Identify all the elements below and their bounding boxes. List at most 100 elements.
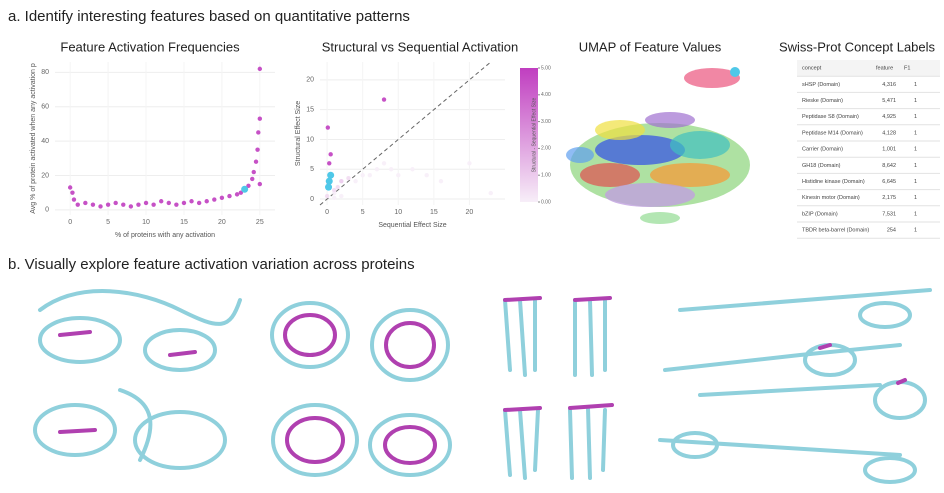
point (204, 199, 209, 204)
x-tick-label: 10 (394, 209, 402, 216)
point (396, 173, 401, 178)
x-tick-label: 25 (256, 219, 264, 226)
chart-title: Structural vs Sequential Activation (322, 39, 519, 54)
table-cell: 6,645 (882, 179, 896, 185)
colorbar-tick-label: 1.00 (541, 173, 551, 179)
point (75, 202, 80, 207)
table-cell: 254 (887, 228, 896, 234)
point (219, 195, 225, 201)
point (327, 161, 332, 166)
table-cell: 4,925 (882, 114, 896, 120)
table-cell: sHSP (Domain) (802, 82, 840, 88)
x-axis-label: Sequential Effect Size (378, 222, 446, 229)
point (70, 190, 75, 195)
highlight-point (325, 183, 333, 191)
table-title: Swiss-Prot Concept Labels (779, 39, 936, 54)
protein-structures (33, 288, 932, 484)
table-cell: 1 (914, 228, 917, 234)
section-title: a. Identify interesting features based o… (8, 8, 410, 25)
point (381, 97, 387, 102)
y-tick-label: 80 (41, 69, 49, 76)
y-axis-label: Structural Effect Size (295, 101, 302, 166)
table-cell: 1 (914, 179, 917, 185)
point (438, 178, 444, 184)
point (83, 200, 88, 206)
point (381, 161, 387, 166)
table-header-bg (797, 60, 940, 77)
point (136, 202, 141, 207)
table-cell: 1 (914, 82, 917, 88)
colorbar-tick-label: 0.00 (541, 199, 551, 205)
colorbar-tick-label: 2.00 (541, 146, 551, 152)
table-cell: 1 (914, 98, 917, 104)
point (98, 204, 103, 209)
colorbar-label: Structural - Sequential Effect Size (531, 97, 537, 172)
point (113, 200, 118, 206)
point (71, 197, 77, 202)
x-tick-label: 20 (466, 209, 474, 216)
point (328, 152, 333, 157)
table-header: concept (802, 66, 822, 72)
point (325, 125, 331, 130)
point (121, 202, 126, 207)
table-cell: 4,128 (882, 130, 896, 136)
point (181, 200, 187, 206)
x-tick-label: 15 (430, 209, 438, 216)
chart-title: Feature Activation Frequencies (60, 39, 240, 54)
table-header: feature (876, 66, 893, 72)
x-tick-label: 0 (68, 219, 72, 226)
table-cell: Rieske (Domain) (802, 98, 843, 104)
colorbar-tick-label: 3.00 (541, 119, 551, 125)
point (467, 161, 472, 166)
x-tick-label: 10 (142, 219, 150, 226)
point (166, 200, 171, 206)
umap-title: UMAP of Feature Values (579, 39, 722, 54)
point (410, 167, 415, 172)
point (353, 178, 358, 184)
table-cell: 1 (914, 147, 917, 153)
point (257, 66, 263, 72)
table-cell: 1 (914, 130, 917, 136)
point (105, 202, 111, 207)
point (424, 173, 429, 178)
point (238, 190, 244, 195)
table-header: F1 (904, 66, 910, 72)
table-cell: bZIP (Domain) (802, 211, 838, 217)
y-tick-label: 40 (41, 138, 49, 145)
y-tick-label: 60 (41, 104, 49, 111)
colorbar-tick-label: 5.00 (541, 65, 551, 71)
point (174, 202, 179, 207)
point (128, 204, 134, 209)
point (246, 183, 251, 188)
table-cell: Kinesin motor (Domain) (802, 195, 860, 201)
point (257, 181, 263, 187)
point (324, 193, 330, 199)
point (227, 193, 232, 199)
table-cell: 1 (914, 211, 917, 217)
point (488, 190, 493, 196)
diagonal-line (319, 61, 492, 206)
table-cell: 8,642 (882, 163, 896, 169)
point (374, 167, 380, 172)
highlight-point (325, 177, 333, 185)
point (189, 199, 194, 204)
point (367, 173, 373, 178)
point (360, 173, 365, 178)
point (339, 193, 344, 199)
y-tick-label: 15 (306, 107, 314, 114)
y-tick-label: 10 (306, 136, 314, 143)
table-cell: TBDR beta-barrel (Domain) (802, 228, 869, 234)
table-cell: GH18 (Domain) (802, 163, 841, 169)
point (256, 130, 261, 135)
x-tick-label: 5 (361, 209, 365, 216)
section-title: b. Visually explore feature activation v… (8, 256, 415, 273)
point (257, 116, 263, 121)
highlight-point (241, 185, 249, 193)
table-cell: Histidine kinase (Domain) (802, 179, 865, 185)
table-cell: 1,001 (882, 147, 896, 153)
point (90, 202, 96, 207)
x-tick-label: 20 (218, 219, 226, 226)
point (250, 176, 255, 182)
point (234, 192, 240, 197)
point (212, 197, 217, 202)
